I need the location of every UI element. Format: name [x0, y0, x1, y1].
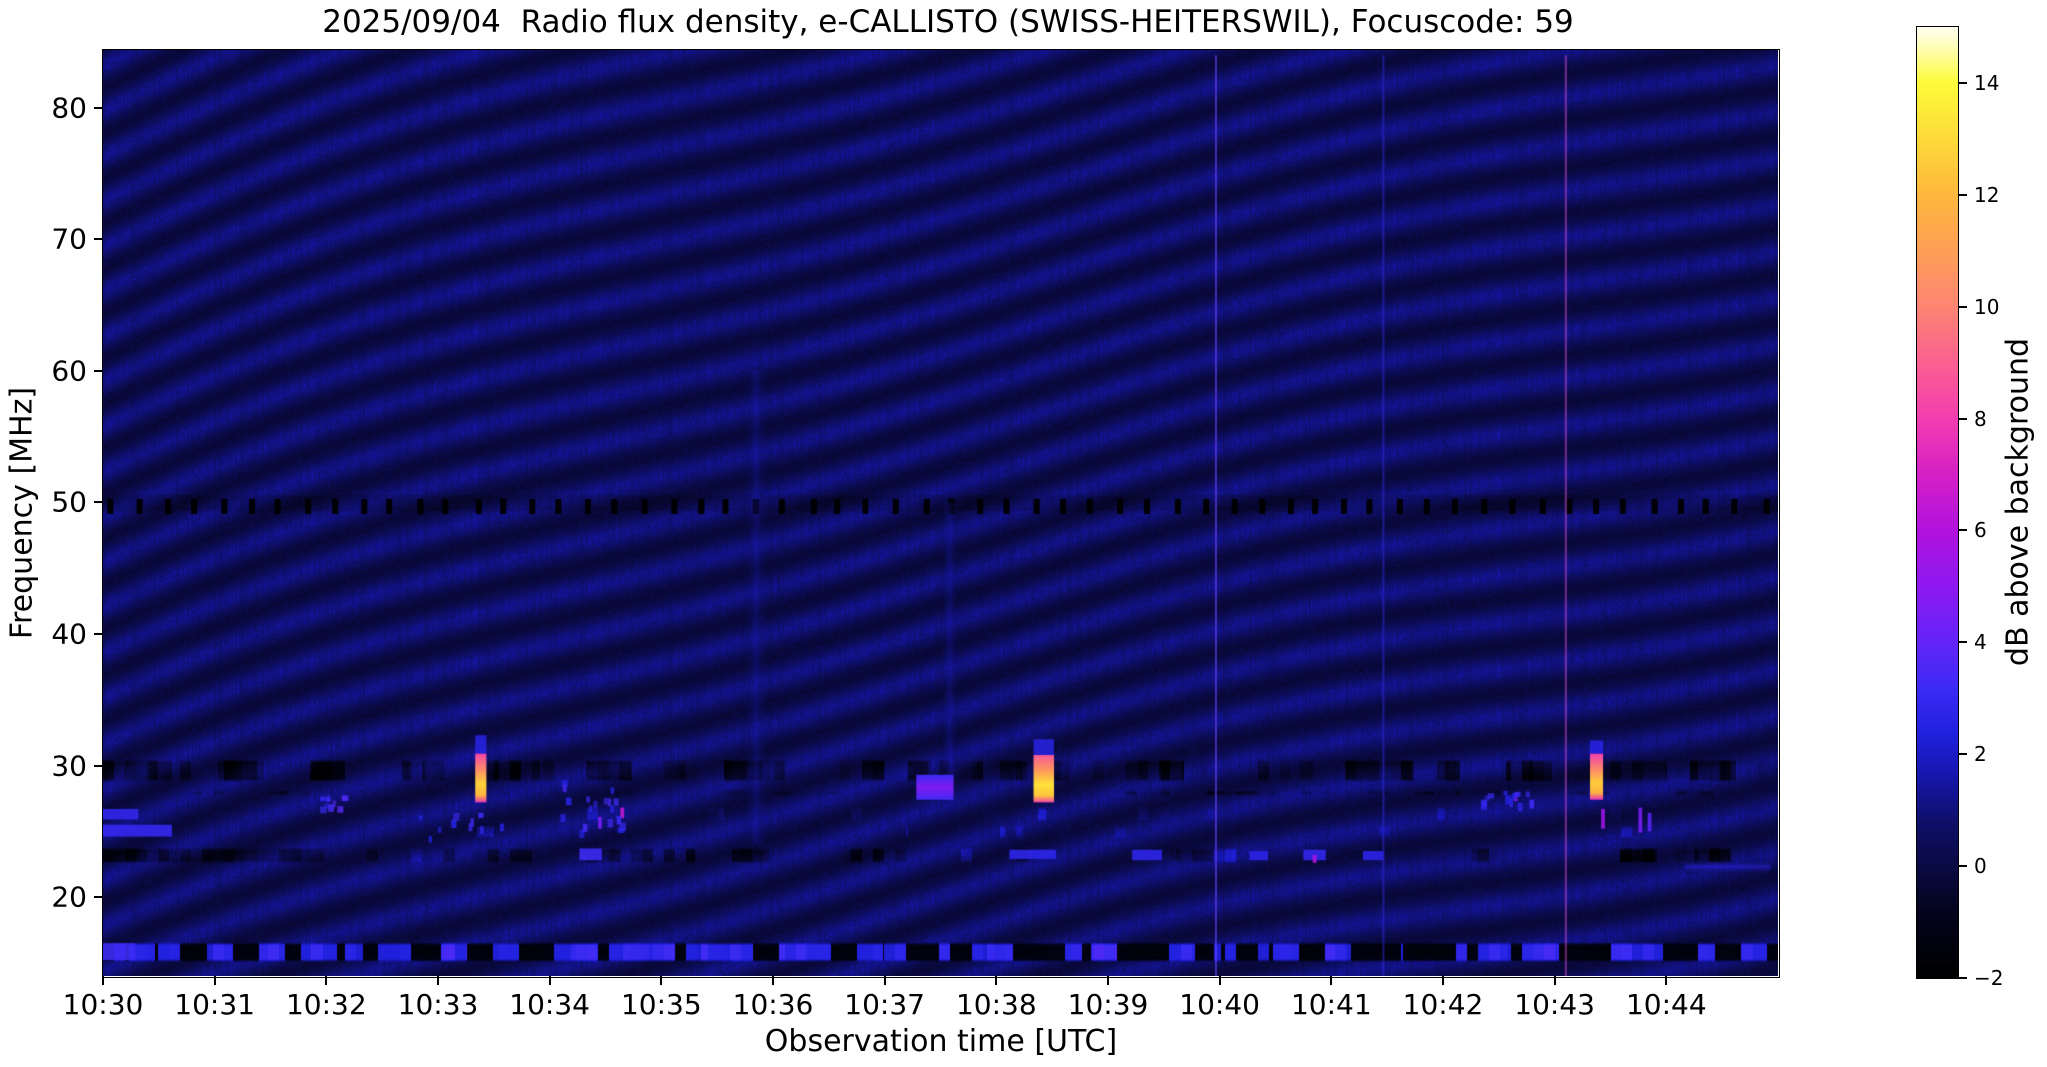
x-tick-label: 10:41: [1290, 988, 1372, 1021]
x-tick-mark: [1218, 976, 1221, 985]
colorbar-tick-mark: [1959, 193, 1967, 196]
y-tick-label: 60: [51, 354, 87, 388]
y-tick-label: 70: [51, 222, 87, 256]
y-tick-label: 30: [51, 749, 87, 783]
spectrogram-canvas: [103, 50, 1778, 976]
chart-title: 2025/09/04 Radio flux density, e-CALLIST…: [322, 4, 1574, 40]
y-tick-mark: [94, 369, 103, 372]
x-tick-label: 10:42: [1402, 988, 1484, 1021]
colorbar-tick-label: 2: [1974, 742, 1987, 767]
x-tick-label: 10:30: [62, 988, 144, 1021]
x-tick-label: 10:34: [509, 988, 591, 1021]
colorbar-tick-label: 12: [1974, 182, 2000, 207]
y-tick-mark: [94, 238, 103, 241]
x-tick-mark: [102, 976, 104, 985]
y-tick-mark: [94, 106, 103, 109]
y-axis-label: Frequency [MHz]: [4, 386, 40, 640]
x-tick-label: 10:38: [955, 988, 1037, 1021]
x-tick-mark: [660, 976, 663, 985]
colorbar-tick-mark: [1959, 529, 1967, 532]
colorbar-tick-label: 6: [1974, 518, 1987, 543]
colorbar-tick-label: −2: [1974, 966, 2004, 990]
colorbar-tick-label: 14: [1974, 70, 2000, 95]
colorbar-label: dB above background: [2000, 337, 2036, 667]
y-tick-mark: [94, 633, 103, 635]
x-tick-mark: [883, 976, 886, 985]
colorbar-tick-label: 10: [1974, 294, 2000, 319]
x-tick-mark: [995, 976, 998, 985]
x-tick-label: 10:35: [620, 988, 702, 1021]
y-tick-label: 80: [51, 91, 87, 125]
x-tick-mark: [325, 976, 328, 985]
x-tick-mark: [1665, 976, 1668, 985]
y-tick-label: 40: [51, 617, 87, 651]
x-tick-mark: [1330, 976, 1333, 985]
x-tick-label: 10:40: [1179, 988, 1261, 1021]
x-tick-mark: [1107, 976, 1109, 985]
x-tick-label: 10:31: [174, 988, 256, 1021]
colorbar-tick-mark: [1959, 977, 1967, 979]
y-tick-mark: [94, 501, 103, 504]
colorbar-tick-label: 8: [1974, 406, 1987, 431]
x-tick-mark: [213, 976, 216, 985]
colorbar-gradient: [1917, 27, 1958, 978]
x-tick-label: 10:36: [732, 988, 814, 1021]
y-tick-mark: [94, 896, 103, 899]
x-tick-label: 10:32: [285, 988, 367, 1021]
colorbar-tick-label: 0: [1974, 854, 1987, 879]
x-tick-mark: [1553, 976, 1556, 985]
x-tick-mark: [548, 976, 551, 985]
x-tick-mark: [772, 976, 774, 985]
x-tick-label: 10:39: [1067, 988, 1149, 1021]
colorbar-tick-mark: [1959, 417, 1967, 420]
colorbar-tick-mark: [1959, 865, 1967, 868]
y-tick-mark: [94, 764, 103, 767]
colorbar-tick-mark: [1959, 305, 1967, 308]
x-tick-label: 10:44: [1625, 988, 1707, 1021]
colorbar-tick-label: 4: [1974, 630, 1987, 655]
colorbar-tick-mark: [1959, 753, 1967, 756]
y-tick-label: 20: [51, 880, 87, 914]
x-tick-mark: [437, 976, 439, 985]
x-axis-label: Observation time [UTC]: [764, 1024, 1118, 1059]
x-tick-label: 10:33: [397, 988, 479, 1021]
x-tick-label: 10:43: [1514, 988, 1596, 1021]
colorbar-tick-mark: [1959, 641, 1967, 644]
x-tick-label: 10:37: [844, 988, 926, 1021]
y-tick-label: 50: [51, 485, 87, 519]
colorbar-tick-mark: [1959, 81, 1967, 84]
x-tick-mark: [1442, 976, 1444, 985]
